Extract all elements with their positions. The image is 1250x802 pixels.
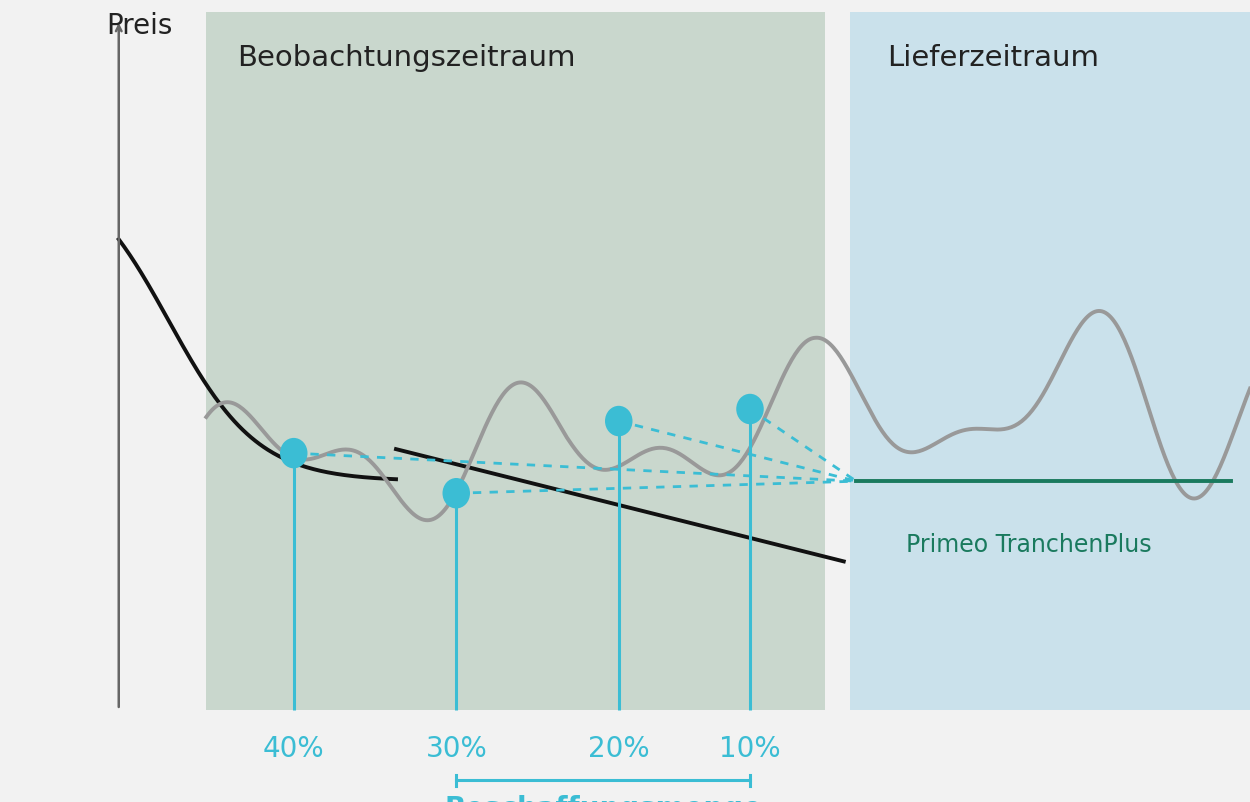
Text: 10%: 10% [719, 735, 781, 764]
Text: 40%: 40% [262, 735, 325, 764]
Bar [850, 12, 1250, 710]
Text: 20%: 20% [588, 735, 650, 764]
Text: Beobachtungszeitraum: Beobachtungszeitraum [238, 44, 576, 72]
Ellipse shape [605, 406, 632, 436]
Ellipse shape [442, 478, 470, 508]
Ellipse shape [280, 438, 308, 468]
Text: Preis: Preis [106, 12, 172, 40]
Bar [206, 12, 825, 710]
Text: Beschaffungsmenge: Beschaffungsmenge [444, 795, 762, 802]
Text: 30%: 30% [425, 735, 488, 764]
Ellipse shape [736, 394, 764, 424]
Text: Lieferzeitraum: Lieferzeitraum [888, 44, 1100, 72]
Text: Primeo TranchenPlus: Primeo TranchenPlus [906, 533, 1152, 557]
